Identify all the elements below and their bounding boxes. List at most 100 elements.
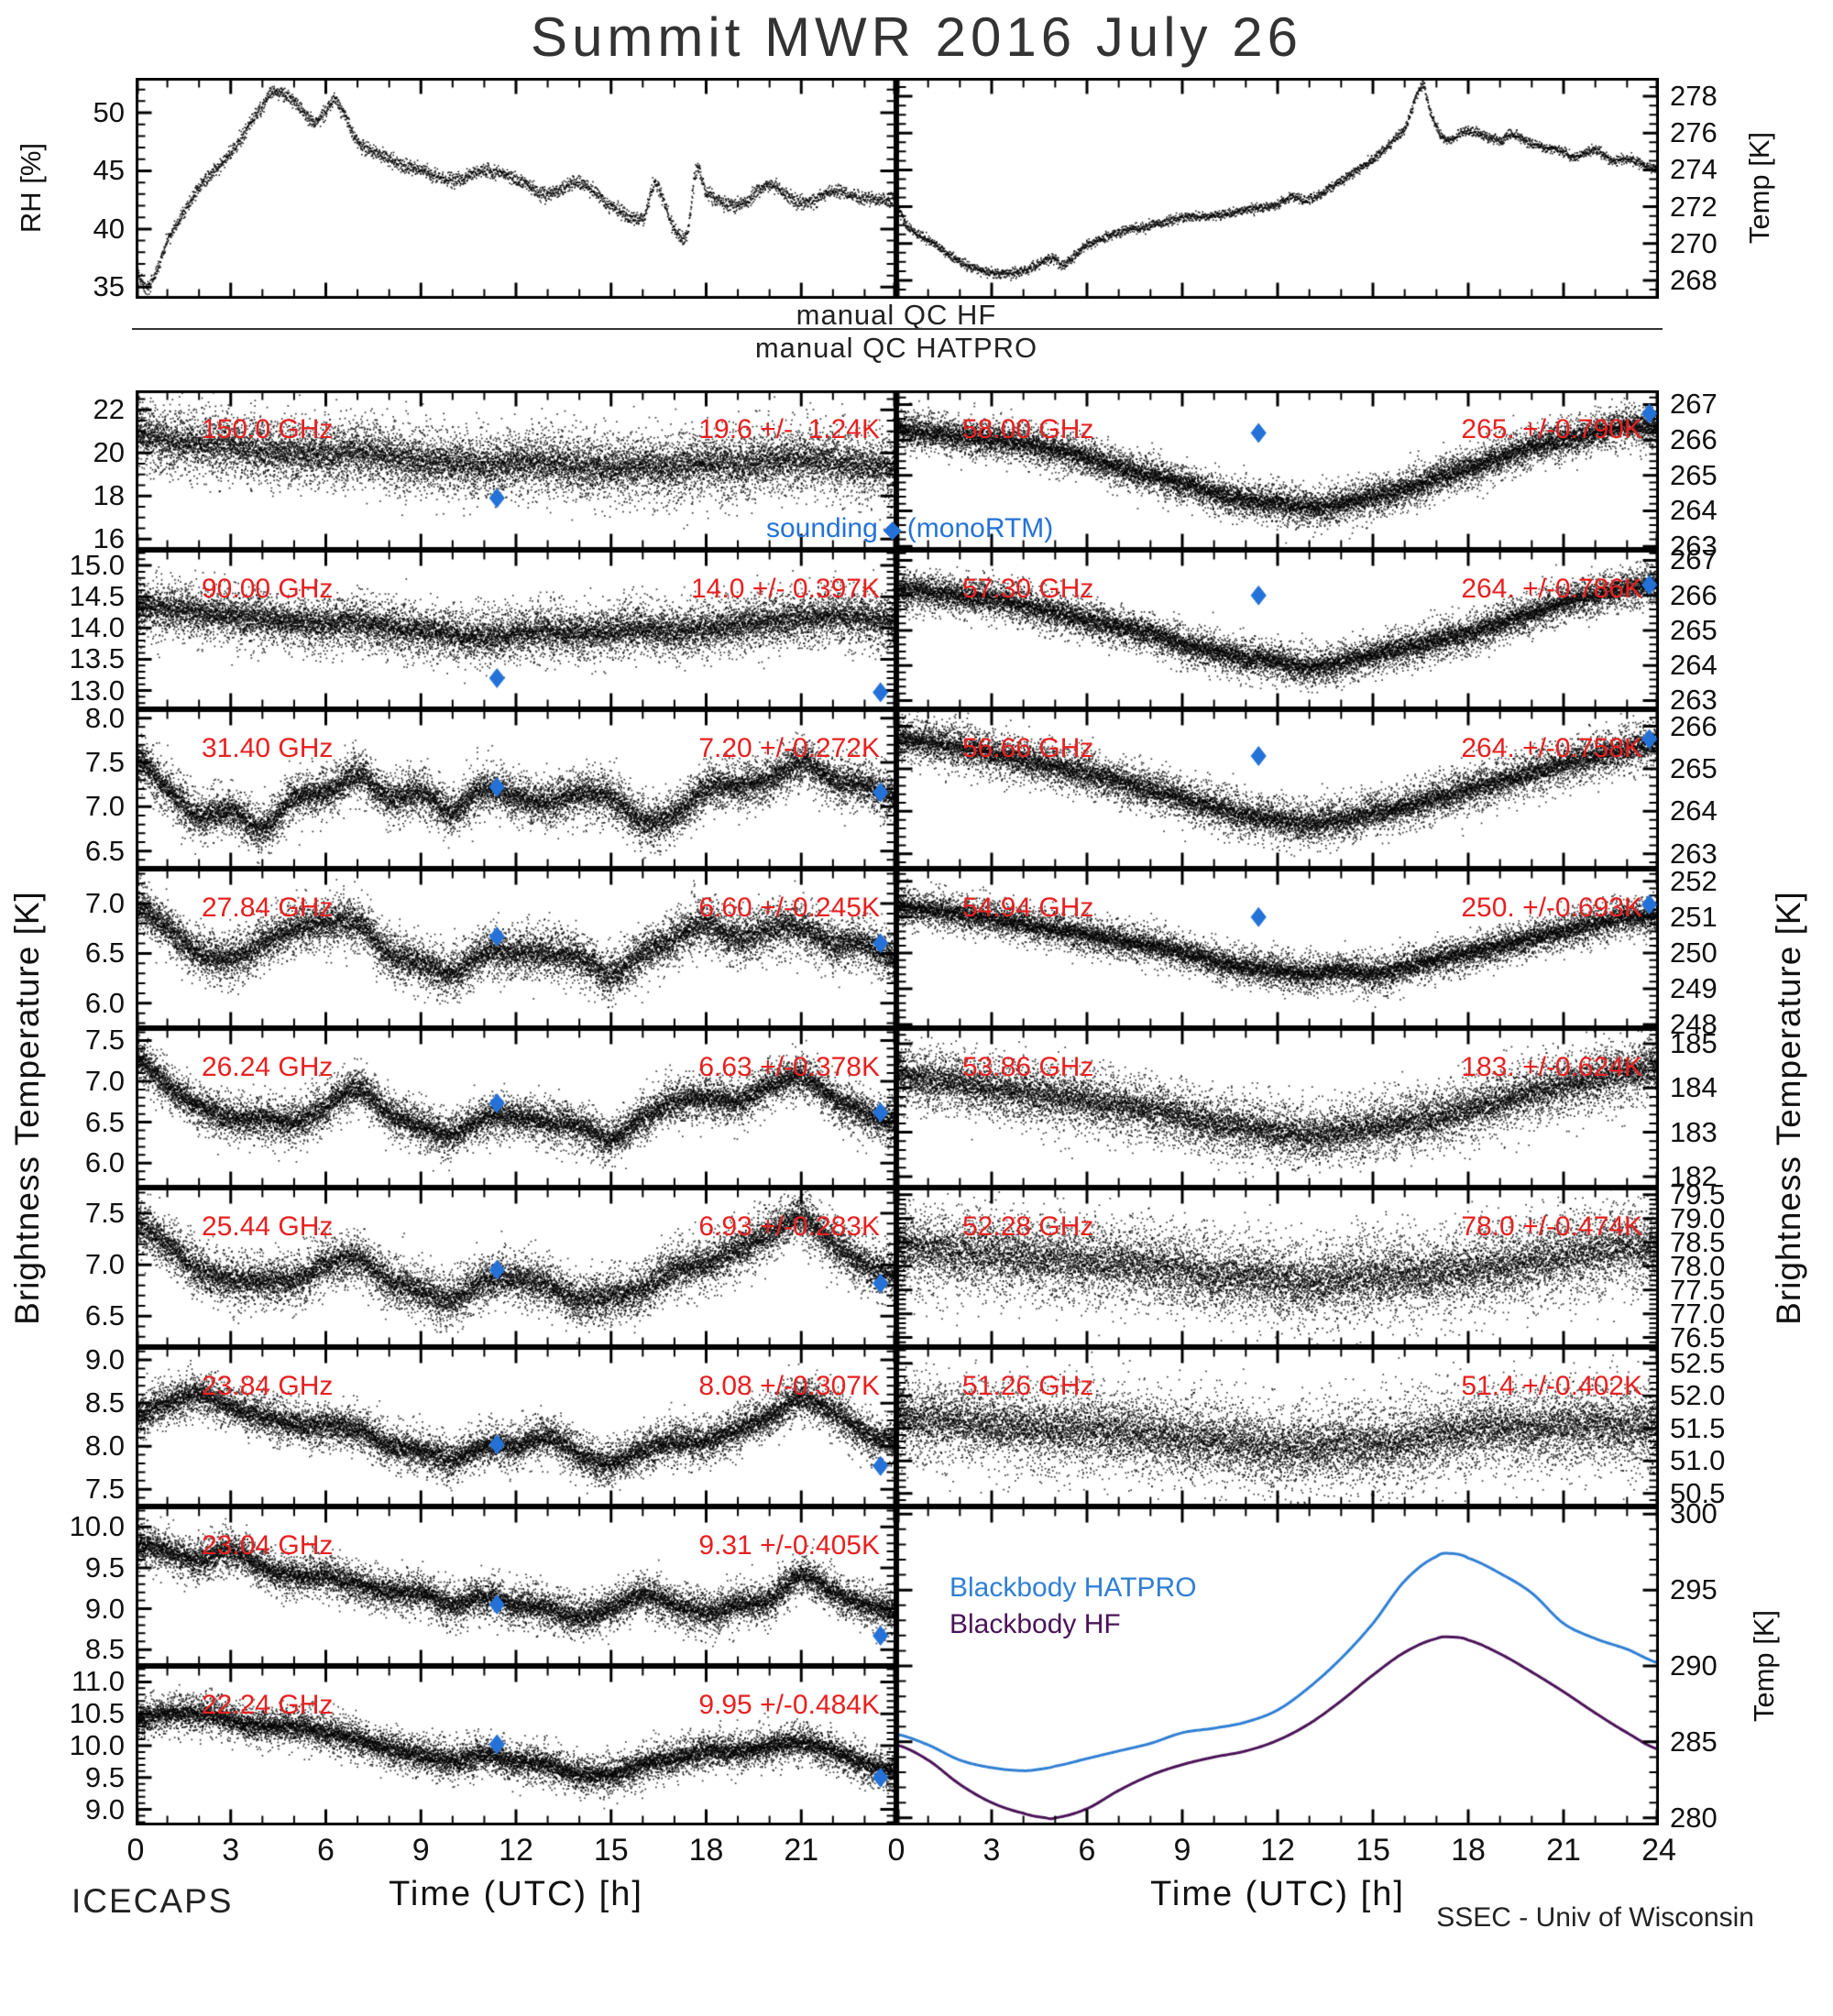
y-tick-label-t5666: 264 xyxy=(1670,794,1718,827)
x-tick-label-left: 12 xyxy=(499,1833,533,1868)
panel-t5730 xyxy=(896,550,1659,709)
panel-canvas-t5386 xyxy=(896,1028,1659,1188)
y-tick-label-t2784: 6.0 xyxy=(84,986,125,1019)
freq-label-t2304: 23.04 GHz xyxy=(202,1530,334,1561)
stat-label-t2784: 6.60 +/-0.245K xyxy=(698,893,880,923)
y-tick-label-t2384: 7.5 xyxy=(84,1473,125,1506)
x-tick-label-right: 18 xyxy=(1451,1833,1486,1868)
panel-canvas-t3140 xyxy=(136,709,896,869)
y-tick-label-t5126: 52.5 xyxy=(1670,1346,1726,1379)
y-tick-label-temp: 268 xyxy=(1670,263,1718,296)
y-tick-label-t2624: 6.5 xyxy=(84,1105,125,1138)
x-tick-label-left: 6 xyxy=(317,1833,335,1868)
y-tick-label-t5228: 79.5 xyxy=(1670,1178,1726,1211)
x-axis-label-right: Time (UTC) [h] xyxy=(1150,1875,1405,1913)
y-tick-label-t5730: 263 xyxy=(1670,684,1718,717)
panel-t2544 xyxy=(136,1188,896,1347)
x-tick-label-right: 21 xyxy=(1546,1833,1581,1868)
freq-label-t5228: 52.28 GHz xyxy=(962,1211,1094,1242)
panel-canvas-t5666 xyxy=(896,709,1659,869)
y-tick-label-t5386: 182 xyxy=(1670,1159,1718,1192)
y-tick-label-rh: 35 xyxy=(93,270,125,303)
panel-t5228 xyxy=(896,1188,1659,1347)
y-tick-label-t90: 14.5 xyxy=(69,580,125,613)
stat-label-t2544: 6.93 +/-0.283K xyxy=(698,1211,880,1242)
y-tick-label-t5800: 267 xyxy=(1670,388,1718,421)
freq-label-t5126: 51.26 GHz xyxy=(962,1371,1094,1401)
panel-t5800 xyxy=(896,390,1659,550)
panel-t2304 xyxy=(136,1507,896,1666)
stat-label-t2384: 8.08 +/-0.307K xyxy=(698,1371,880,1401)
stat-label-t5666: 264. +/-0.758K xyxy=(1461,733,1642,763)
y-tick-label-t5228: 77.5 xyxy=(1670,1273,1726,1306)
panel-canvas-t2384 xyxy=(136,1347,896,1507)
y-tick-label-t5126: 51.5 xyxy=(1670,1411,1726,1444)
panel-canvas-t5800 xyxy=(896,390,1659,550)
y-tick-label-t5730: 267 xyxy=(1670,543,1718,576)
y-tick-label-temp: 272 xyxy=(1670,190,1718,223)
panel-t3140 xyxy=(136,709,896,869)
y-tick-label-temp: 276 xyxy=(1670,116,1718,149)
y-tick-label-t150: 22 xyxy=(93,393,125,426)
y-tick-label-t90: 15.0 xyxy=(69,549,125,582)
y-tick-label-t2544: 7.5 xyxy=(84,1197,125,1230)
stat-label-t5800: 265. +/-0.790K xyxy=(1461,414,1642,444)
panel-t90 xyxy=(136,550,896,709)
legend-bb_hatpro: Blackbody HATPRO xyxy=(949,1572,1197,1603)
y-tick-label-t5494: 249 xyxy=(1670,971,1718,1004)
x-tick-label-right: 0 xyxy=(887,1833,906,1868)
y-tick-label-t3140: 7.0 xyxy=(84,790,125,823)
panel-t2224 xyxy=(136,1666,896,1825)
y-tick-label-t2784: 6.5 xyxy=(84,937,125,970)
y-tick-label-t5386: 184 xyxy=(1670,1071,1718,1104)
y-tick-label-t5800: 266 xyxy=(1670,423,1718,456)
freq-label-t2544: 25.44 GHz xyxy=(202,1211,334,1242)
y-tick-label-t3140: 8.0 xyxy=(84,701,125,734)
panel-t150 xyxy=(136,390,896,550)
y-tick-label-t2304: 8.5 xyxy=(84,1633,125,1666)
y-tick-label-temp: 278 xyxy=(1670,80,1718,113)
y-tick-label-bb: 285 xyxy=(1670,1725,1718,1758)
footer-icecaps: ICECAPS xyxy=(71,1882,234,1920)
y-tick-label-t5126: 51.0 xyxy=(1670,1444,1726,1477)
y-tick-label-t5494: 248 xyxy=(1670,1008,1718,1041)
x-tick-label-right: 3 xyxy=(982,1833,1001,1868)
stat-label-t5126: 51.4 +/-0.402K xyxy=(1461,1371,1642,1401)
stat-label-t150: 19.6 +/- 1.24K xyxy=(698,414,880,444)
x-tick-label-left: 15 xyxy=(593,1833,629,1868)
y-tick-label-temp: 270 xyxy=(1670,226,1718,259)
x-tick-label-right: 9 xyxy=(1173,1833,1191,1868)
y-tick-label-bb: 300 xyxy=(1670,1497,1718,1530)
y-tick-label-t5666: 266 xyxy=(1670,709,1718,742)
sounding-legend-prefix: sounding xyxy=(766,513,878,543)
sounding-legend: sounding ◆ (monoRTM) xyxy=(766,513,1053,544)
y-tick-label-t2544: 7.0 xyxy=(84,1248,125,1281)
y-axis-label-bt-right: Brightness Temperature [K] xyxy=(1770,891,1807,1325)
y-tick-label-t150: 16 xyxy=(93,522,125,555)
figure-title: Summit MWR 2016 July 26 xyxy=(531,6,1302,68)
panel-canvas-t150 xyxy=(136,390,896,550)
y-tick-label-t5800: 264 xyxy=(1670,494,1718,527)
y-tick-label-t2224: 9.5 xyxy=(84,1760,125,1793)
y-tick-label-t5800: 263 xyxy=(1670,530,1718,563)
y-tick-label-t5494: 251 xyxy=(1670,900,1718,933)
qc-label-hatpro: manual QC HATPRO xyxy=(754,332,1038,364)
freq-label-t2384: 23.84 GHz xyxy=(202,1371,334,1401)
panel-t5386 xyxy=(896,1028,1659,1188)
y-tick-label-t5126: 50.5 xyxy=(1670,1476,1726,1509)
y-tick-label-rh: 50 xyxy=(93,96,125,129)
y-tick-label-t2624: 7.0 xyxy=(84,1065,125,1097)
freq-label-t2624: 26.24 GHz xyxy=(202,1052,334,1082)
panel-canvas-t5228 xyxy=(896,1188,1659,1347)
y-tick-label-t2304: 10.0 xyxy=(69,1510,125,1543)
panel-t2784 xyxy=(136,869,896,1028)
freq-label-t3140: 31.40 GHz xyxy=(202,733,334,763)
stat-label-t5494: 250. +/-0.693K xyxy=(1461,893,1642,923)
freq-label-t5386: 53.86 GHz xyxy=(962,1052,1094,1082)
y-tick-label-t2224: 11.0 xyxy=(71,1665,125,1698)
freq-label-t90: 90.00 GHz xyxy=(202,574,334,604)
freq-label-t5730: 57.30 GHz xyxy=(962,574,1094,604)
y-tick-label-t5386: 183 xyxy=(1670,1115,1718,1148)
panel-t2624 xyxy=(136,1028,896,1188)
